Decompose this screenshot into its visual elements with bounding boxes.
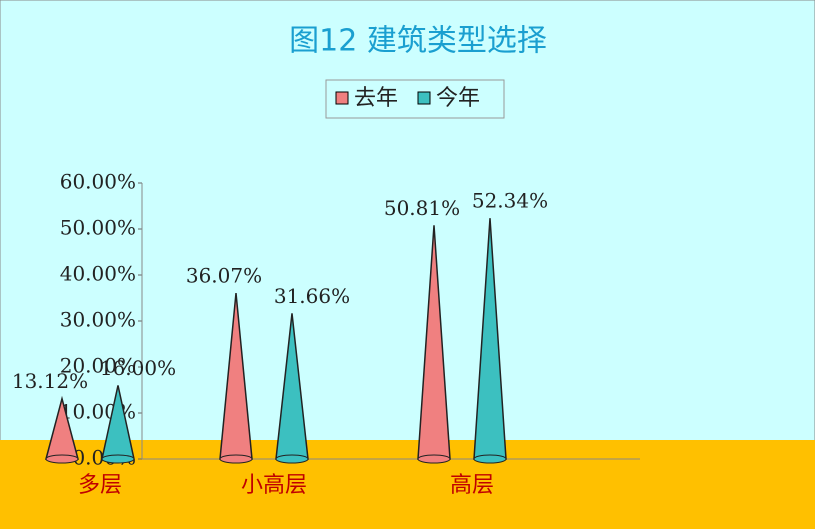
data-label: 50.81%: [384, 196, 460, 220]
legend: [325, 79, 505, 119]
legend-label: 今年: [436, 86, 480, 111]
cone-base: [219, 454, 253, 464]
y-tick-label: 50.00%: [60, 216, 136, 240]
floor: [0, 440, 815, 529]
cone-base: [45, 454, 79, 464]
data-label: 52.34%: [472, 189, 548, 213]
cone-base: [417, 454, 451, 464]
chart-title: 图12 建筑类型选择: [289, 24, 547, 59]
data-label: 16.00%: [100, 356, 176, 380]
data-label: 31.66%: [274, 284, 350, 308]
legend-swatch: [417, 91, 431, 105]
legend-swatch: [335, 91, 349, 105]
data-label: 13.12%: [12, 369, 88, 393]
x-tick-label: 高层: [450, 473, 494, 498]
x-tick-label: 多层: [78, 473, 122, 498]
y-tick-label: 60.00%: [60, 170, 136, 194]
x-tick-label: 小高层: [241, 473, 307, 498]
cone-base: [275, 454, 309, 464]
legend-label: 去年: [354, 86, 398, 111]
y-tick-label: 20.00%: [60, 354, 136, 378]
y-tick-label: 30.00%: [60, 308, 136, 332]
cone-base: [101, 454, 135, 464]
cone-base: [473, 454, 507, 464]
data-label: 36.07%: [186, 264, 262, 288]
y-tick-label: 40.00%: [60, 262, 136, 286]
